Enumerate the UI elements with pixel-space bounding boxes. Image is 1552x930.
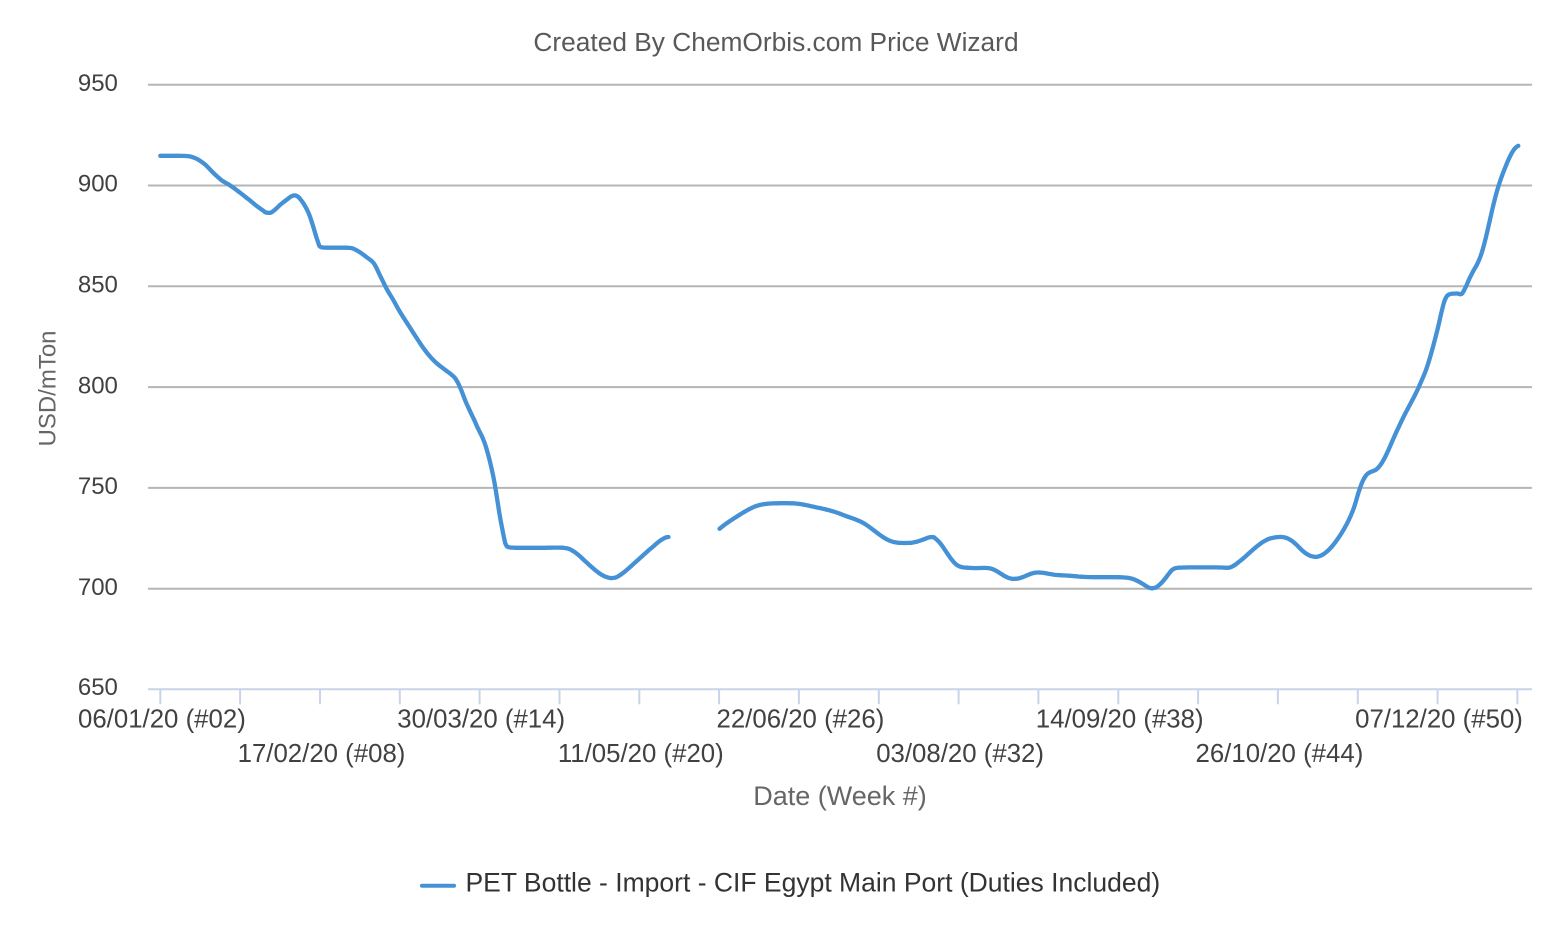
svg-text:30/03/20 (#14): 30/03/20 (#14)	[397, 705, 565, 733]
svg-text:Created By ChemOrbis.com Price: Created By ChemOrbis.com Price Wizard	[533, 27, 1018, 57]
svg-text:11/05/20 (#20): 11/05/20 (#20)	[558, 740, 724, 768]
svg-text:PET Bottle - Import - CIF Egyp: PET Bottle - Import - CIF Egypt Main Por…	[466, 868, 1161, 898]
svg-text:800: 800	[78, 372, 118, 399]
svg-text:750: 750	[78, 473, 118, 500]
svg-text:07/12/20 (#50): 07/12/20 (#50)	[1355, 705, 1523, 733]
svg-text:850: 850	[78, 272, 118, 299]
svg-text:03/08/20 (#32): 03/08/20 (#32)	[876, 740, 1044, 768]
svg-text:06/01/20 (#02): 06/01/20 (#02)	[78, 705, 246, 733]
svg-text:26/10/20 (#44): 26/10/20 (#44)	[1195, 740, 1363, 768]
svg-text:22/06/20 (#26): 22/06/20 (#26)	[716, 705, 884, 733]
svg-text:Date (Week #): Date (Week #)	[753, 781, 927, 811]
svg-text:USD/mTon: USD/mTon	[35, 330, 62, 446]
svg-text:17/02/20 (#08): 17/02/20 (#08)	[238, 740, 406, 768]
svg-text:950: 950	[78, 70, 118, 97]
svg-text:650: 650	[78, 674, 118, 701]
svg-text:900: 900	[78, 171, 118, 198]
svg-text:700: 700	[78, 574, 118, 601]
svg-text:14/09/20 (#38): 14/09/20 (#38)	[1036, 705, 1204, 733]
